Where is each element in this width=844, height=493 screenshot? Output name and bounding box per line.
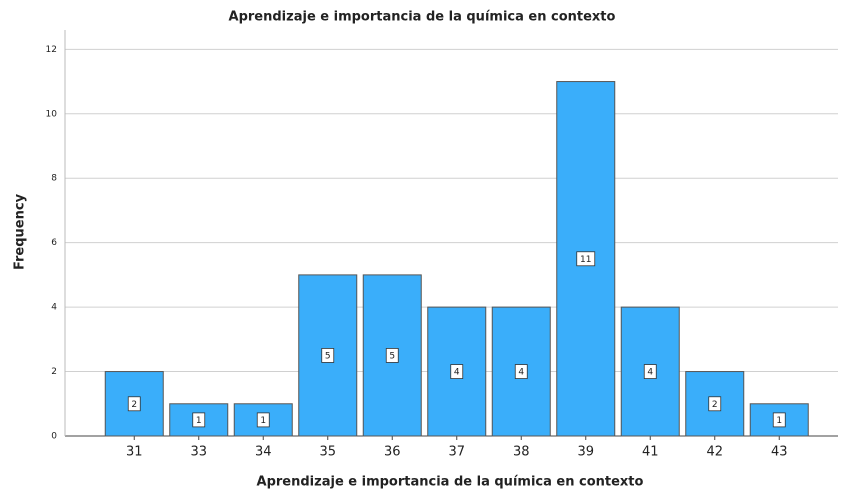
y-tick-label: 12 bbox=[46, 45, 57, 55]
data-label-box bbox=[576, 251, 596, 267]
x-tick-label: 38 bbox=[513, 445, 530, 460]
data-label-box bbox=[643, 364, 657, 379]
x-tick-label: 33 bbox=[190, 445, 207, 460]
data-label-box bbox=[192, 412, 206, 428]
data-label: 5 bbox=[325, 351, 331, 361]
x-tick-label: 36 bbox=[384, 445, 401, 460]
y-tick-label: 4 bbox=[51, 303, 57, 313]
data-label: 1 bbox=[196, 416, 202, 426]
x-tick-label: 34 bbox=[255, 445, 272, 460]
data-label: 2 bbox=[131, 400, 137, 410]
data-label: 1 bbox=[260, 416, 266, 426]
data-label-box bbox=[385, 348, 399, 363]
y-tick-label: 10 bbox=[46, 109, 58, 119]
data-label: 2 bbox=[712, 400, 718, 410]
data-label-box bbox=[772, 412, 786, 428]
x-tick-label: 35 bbox=[319, 445, 336, 460]
data-label-box bbox=[450, 364, 464, 379]
x-tick-label: 43 bbox=[771, 445, 788, 460]
y-axis-title: Frequency bbox=[13, 193, 28, 270]
data-label: 4 bbox=[518, 368, 524, 378]
x-tick-label: 42 bbox=[706, 445, 723, 460]
y-tick-label: 2 bbox=[51, 367, 57, 377]
data-label: 11 bbox=[580, 255, 591, 265]
x-axis-title: Aprendizaje e importancia de la química … bbox=[257, 475, 644, 490]
data-label-box bbox=[321, 348, 335, 363]
data-label-box bbox=[127, 396, 141, 412]
data-label-box bbox=[256, 412, 270, 428]
x-tick-label: 31 bbox=[126, 445, 143, 460]
x-tick-label: 41 bbox=[642, 445, 659, 460]
x-tick-label: 37 bbox=[448, 445, 465, 460]
data-label: 4 bbox=[647, 368, 653, 378]
data-label-box bbox=[708, 396, 722, 412]
data-label: 5 bbox=[389, 351, 395, 361]
y-tick-label: 6 bbox=[51, 238, 57, 248]
y-tick-label: 0 bbox=[51, 432, 57, 442]
data-label: 4 bbox=[454, 368, 460, 378]
data-label: 1 bbox=[776, 416, 782, 426]
chart-title: Aprendizaje e importancia de la química … bbox=[229, 10, 616, 25]
data-label-box bbox=[514, 364, 528, 379]
x-tick-label: 39 bbox=[577, 445, 594, 460]
y-tick-label: 8 bbox=[51, 174, 57, 184]
